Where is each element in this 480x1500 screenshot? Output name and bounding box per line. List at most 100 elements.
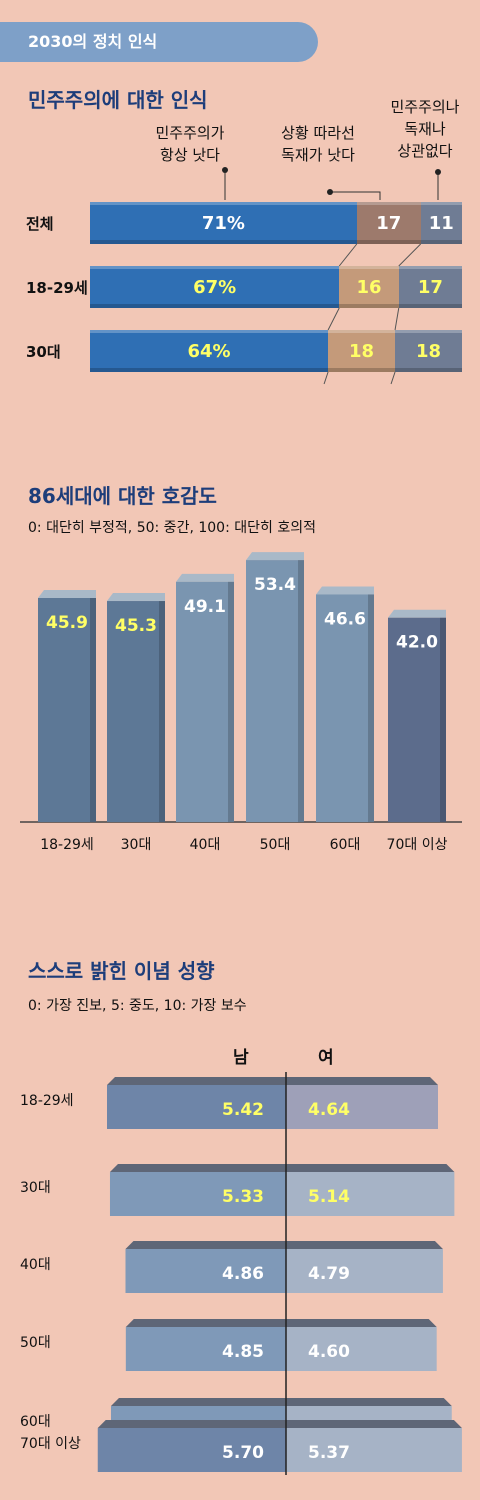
category-label: 60대 bbox=[330, 837, 361, 853]
section1-connector-line bbox=[394, 307, 400, 331]
bar-cap bbox=[107, 593, 165, 602]
male-bar bbox=[107, 1085, 286, 1129]
bar bbox=[246, 560, 304, 822]
ideology-bar-cap bbox=[109, 1164, 455, 1172]
section3-title: 스스로 밝힌 이념 성향 bbox=[28, 959, 215, 983]
section1-connector-line bbox=[323, 371, 329, 385]
female-bar bbox=[286, 1428, 462, 1472]
section1-connector-line bbox=[327, 307, 340, 331]
bar-shade bbox=[228, 581, 234, 822]
banner: 2030의 정치 인식 bbox=[0, 22, 318, 62]
section1-connector-line bbox=[338, 243, 358, 267]
bar-shade bbox=[440, 617, 446, 822]
section1-header-1: 민주주의가 항상 낫다 bbox=[155, 124, 225, 164]
header-pointer bbox=[330, 191, 381, 200]
bar-group: 53.4 bbox=[246, 552, 304, 822]
bar-cap bbox=[38, 590, 96, 598]
bar-value-label: 49.1 bbox=[184, 597, 226, 617]
ideology-row-label: 18-29세 bbox=[20, 1093, 74, 1109]
bar-cap bbox=[176, 573, 234, 582]
section2-subtitle: 0: 대단히 부정적, 50: 중간, 100: 대단히 호의적 bbox=[28, 520, 316, 536]
ideology-bar-cap bbox=[125, 1319, 437, 1327]
affinity-bar-chart: 45.9 18-29세 45.3 30대 49.1 40대 53.4 50대 46.6 60대 42… bbox=[20, 552, 462, 853]
section3-subtitle: 0: 가장 진보, 5: 중도, 10: 가장 보수 bbox=[28, 998, 247, 1014]
section1-segment: 17 bbox=[398, 266, 462, 308]
section2-title: 86세대에 대한 호감도 bbox=[28, 484, 217, 508]
bar-group: 42.0 bbox=[388, 609, 446, 822]
section1-header-3: 민주주의나 독재나 상관없다 bbox=[390, 98, 460, 160]
male-header: 남 bbox=[233, 1048, 249, 1068]
male-bar bbox=[125, 1249, 286, 1293]
bar bbox=[176, 581, 234, 822]
female-value-label: 5.37 bbox=[308, 1443, 350, 1463]
section1-segment: 16 bbox=[339, 266, 399, 308]
section1-segment: 18 bbox=[328, 330, 396, 372]
header-pointer-dot bbox=[435, 169, 441, 175]
category-label: 40대 bbox=[190, 837, 221, 853]
female-bar bbox=[286, 1327, 437, 1371]
category-label: 30대 bbox=[121, 837, 152, 853]
bar-group: 46.6 bbox=[316, 586, 374, 822]
header-pointer-dot bbox=[222, 167, 228, 173]
ideology-bar-cap bbox=[107, 1077, 438, 1085]
category-label: 18-29세 bbox=[40, 837, 94, 853]
section1-title: 민주주의에 대한 인식 bbox=[28, 88, 208, 112]
male-bar bbox=[97, 1428, 286, 1472]
ideology-bar-cap bbox=[125, 1241, 443, 1249]
bar-value-label: 53.4 bbox=[254, 575, 296, 595]
male-value-label: 5.33 bbox=[222, 1187, 264, 1207]
bar bbox=[38, 598, 96, 822]
male-bar bbox=[109, 1172, 287, 1216]
bar-cap bbox=[246, 552, 304, 561]
section1-segment: 64% bbox=[90, 330, 329, 372]
female-header: 여 bbox=[318, 1048, 334, 1068]
bar-shade bbox=[368, 594, 374, 822]
section1-segment: 17 bbox=[356, 202, 421, 244]
section1-connector-line bbox=[398, 243, 422, 267]
banner-title: 2030의 정치 인식 bbox=[28, 32, 158, 51]
ideology-row-label: 60대 bbox=[20, 1414, 51, 1430]
ideology-row-label: 70대 이상 bbox=[20, 1436, 81, 1452]
ideology-row-label: 40대 bbox=[20, 1257, 51, 1273]
male-value-label: 4.85 bbox=[222, 1342, 264, 1362]
bar-value-label: 42.0 bbox=[396, 633, 438, 653]
bar-shade bbox=[159, 601, 165, 822]
ideology-row-label: 50대 bbox=[20, 1335, 51, 1351]
bar-group: 45.3 bbox=[107, 593, 165, 822]
female-bar bbox=[286, 1085, 438, 1129]
bar-group: 45.9 bbox=[38, 590, 96, 822]
bar-cap bbox=[388, 609, 446, 618]
ideology-bar-cap bbox=[110, 1398, 452, 1406]
section1-row-label: 18-29세 bbox=[26, 279, 88, 297]
section1-header-2: 상황 따라선 독재가 낫다 bbox=[281, 124, 355, 164]
bar-shade bbox=[298, 560, 304, 822]
section1-connectors bbox=[222, 167, 441, 385]
bar-shade bbox=[90, 598, 96, 822]
ideology-bar-cap bbox=[97, 1420, 462, 1428]
bar-value-label: 46.6 bbox=[324, 609, 366, 629]
section1-segment: 11 bbox=[420, 202, 462, 244]
male-value-label: 5.70 bbox=[222, 1443, 264, 1463]
section1-connector-line bbox=[390, 371, 396, 385]
category-label: 70대 이상 bbox=[387, 837, 448, 853]
male-value-label: 5.42 bbox=[222, 1100, 264, 1120]
male-bar bbox=[125, 1327, 286, 1371]
section1-segment: 71% bbox=[90, 202, 357, 244]
section1-segment: 18 bbox=[395, 330, 462, 372]
female-value-label: 5.14 bbox=[308, 1187, 350, 1207]
header-pointer-dot bbox=[327, 189, 333, 195]
section1-segment: 67% bbox=[90, 266, 340, 308]
section1-row-label: 전체 bbox=[26, 215, 54, 233]
bar bbox=[316, 594, 374, 822]
bar-value-label: 45.9 bbox=[46, 613, 88, 633]
female-value-label: 4.79 bbox=[308, 1264, 350, 1284]
female-bar bbox=[286, 1172, 455, 1216]
female-value-label: 4.64 bbox=[308, 1100, 350, 1120]
bar-value-label: 45.3 bbox=[115, 616, 157, 636]
bar bbox=[107, 601, 165, 822]
category-label: 50대 bbox=[260, 837, 291, 853]
bar bbox=[388, 617, 446, 822]
section1-row-label: 30대 bbox=[26, 343, 61, 361]
bar-group: 49.1 bbox=[176, 573, 234, 822]
